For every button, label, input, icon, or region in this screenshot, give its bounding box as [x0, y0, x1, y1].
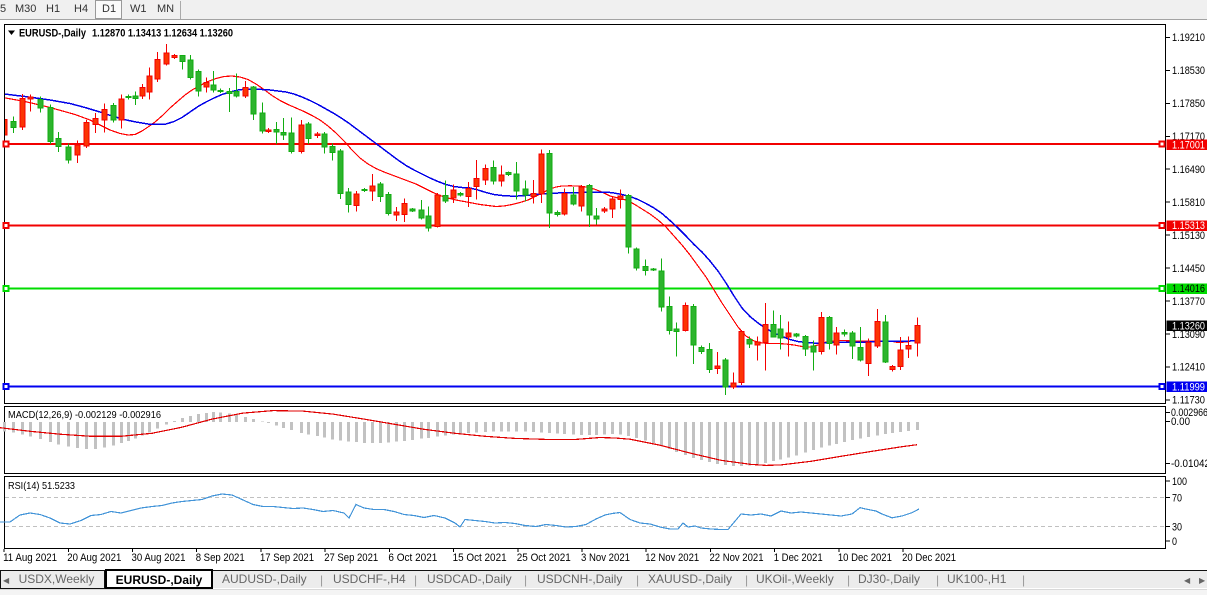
svg-text:RSI(14) 51.5233: RSI(14) 51.5233	[8, 480, 75, 492]
svg-text:-0.01042: -0.01042	[1171, 458, 1207, 470]
svg-text:25 Oct 2021: 25 Oct 2021	[517, 552, 571, 564]
svg-text:1.16490: 1.16490	[1172, 164, 1205, 176]
svg-text:1.15313: 1.15313	[1172, 220, 1205, 232]
svg-text:30: 30	[1172, 521, 1182, 533]
svg-text:1.15810: 1.15810	[1172, 197, 1205, 209]
svg-text:30 Aug 2021: 30 Aug 2021	[132, 552, 186, 564]
svg-text:0.00: 0.00	[1171, 416, 1190, 428]
svg-text:100: 100	[1172, 476, 1187, 488]
svg-text:1.14450: 1.14450	[1172, 263, 1205, 275]
svg-text:15 Oct 2021: 15 Oct 2021	[453, 552, 507, 564]
svg-text:12 Nov 2021: 12 Nov 2021	[645, 552, 699, 564]
svg-text:1.18530: 1.18530	[1172, 65, 1205, 77]
svg-text:1.12410: 1.12410	[1172, 362, 1205, 374]
svg-text:8 Sep 2021: 8 Sep 2021	[196, 552, 245, 564]
svg-text:1.17850: 1.17850	[1172, 98, 1205, 110]
svg-text:1.14016: 1.14016	[1172, 283, 1205, 295]
svg-text:70: 70	[1172, 492, 1182, 504]
svg-text:17 Sep 2021: 17 Sep 2021	[260, 552, 314, 564]
svg-text:1.13260: 1.13260	[1172, 320, 1205, 332]
svg-text:10 Dec 2021: 10 Dec 2021	[838, 552, 892, 564]
svg-text:1.12870 1.13413 1.12634 1.1326: 1.12870 1.13413 1.12634 1.13260	[92, 27, 233, 39]
svg-text:0: 0	[1172, 536, 1177, 548]
svg-text:1.13770: 1.13770	[1172, 296, 1205, 308]
svg-text:11 Aug 2021: 11 Aug 2021	[3, 552, 57, 564]
svg-text:22 Nov 2021: 22 Nov 2021	[710, 552, 764, 564]
svg-text:1.17001: 1.17001	[1172, 139, 1205, 151]
svg-text:1 Dec 2021: 1 Dec 2021	[774, 552, 823, 564]
svg-text:1.11999: 1.11999	[1172, 381, 1205, 393]
svg-text:3 Nov 2021: 3 Nov 2021	[581, 552, 630, 564]
svg-text:20 Aug 2021: 20 Aug 2021	[67, 552, 121, 564]
svg-text:20 Dec 2021: 20 Dec 2021	[902, 552, 956, 564]
svg-text:1.11730: 1.11730	[1172, 395, 1205, 407]
svg-text:27 Sep 2021: 27 Sep 2021	[324, 552, 378, 564]
svg-text:6 Oct 2021: 6 Oct 2021	[388, 552, 437, 564]
svg-text:EURUSD-,Daily: EURUSD-,Daily	[19, 27, 87, 39]
svg-text:1.19210: 1.19210	[1172, 32, 1205, 44]
svg-text:MACD(12,26,9) -0.002129 -0.002: MACD(12,26,9) -0.002129 -0.002916	[8, 409, 161, 421]
